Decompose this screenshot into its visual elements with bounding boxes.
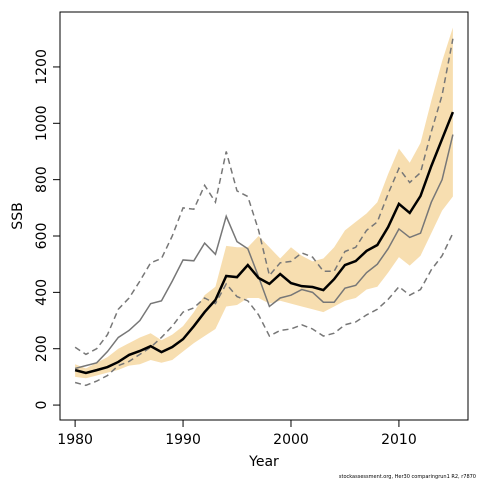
series-line xyxy=(74,38,454,356)
y-tick-label: 1000 xyxy=(34,105,50,141)
series-line xyxy=(74,111,455,375)
series-line xyxy=(74,232,454,387)
y-tick-label: 1200 xyxy=(34,49,50,85)
x-tick-label: 1980 xyxy=(57,432,93,448)
y-tick-label: 400 xyxy=(34,279,50,306)
y-axis-label: SSB xyxy=(10,202,26,229)
y-tick-label: 600 xyxy=(34,223,50,250)
confidence-band xyxy=(75,27,453,379)
x-tick-label: 2000 xyxy=(273,432,309,448)
y-tick-label: 800 xyxy=(34,166,50,193)
series-line xyxy=(74,134,454,370)
plot-frame xyxy=(59,11,469,421)
y-tick-label: 0 xyxy=(34,401,50,410)
x-axis-label: Year xyxy=(248,454,279,470)
x-tick-label: 2010 xyxy=(381,432,417,448)
y-tick-label: 200 xyxy=(34,335,50,362)
x-tick-label: 1990 xyxy=(165,432,201,448)
footnote: stockassessment.org, Her30 comparingrun1… xyxy=(339,474,476,480)
